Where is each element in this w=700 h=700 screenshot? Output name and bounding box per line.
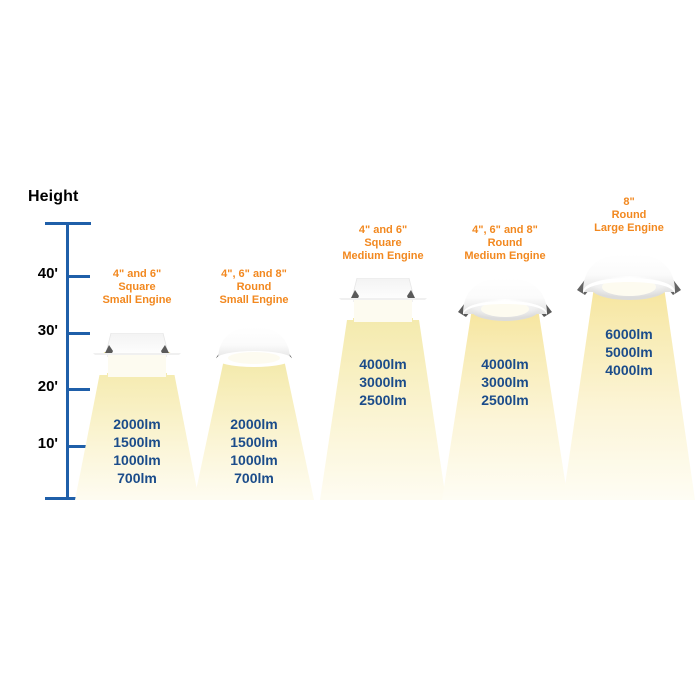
group-title-square-small-engine: 4" and 6" Square Small Engine — [102, 268, 172, 306]
axis-line — [66, 222, 69, 500]
group-title-round-small-engine: 4", 6" and 8" Round Small Engine — [219, 268, 289, 306]
beam-cone-round-small-engine — [194, 350, 314, 500]
axis-tick-20 — [66, 388, 90, 391]
lumen-list-square-medium-engine: 4000lm 3000lm 2500lm — [359, 356, 407, 408]
lumen-list-round-small-engine: 2000lm 1500lm 1000lm 700lm — [230, 416, 278, 486]
lumen-list-round-large-engine: 6000lm 5000lm 4000lm — [605, 326, 653, 378]
fixture-square-small-engine — [85, 333, 189, 379]
beam-cone-square-medium-engine — [320, 300, 446, 500]
fixture-round-medium-engine — [450, 276, 560, 324]
fixture-square-medium-engine — [331, 278, 435, 324]
fixture-round-small-engine — [204, 326, 304, 368]
axis-tick-label-40: 40' — [37, 265, 58, 282]
axis-title: Height — [28, 188, 79, 205]
fixture-round-large-engine — [571, 252, 687, 302]
axis-tick-label-30: 30' — [37, 322, 58, 339]
beam-cone-square-small-engine — [75, 352, 199, 500]
axis-tick-30 — [66, 332, 90, 335]
axis-tick-label-10: 10' — [37, 435, 58, 452]
axis-top-cap — [45, 222, 91, 225]
beam-cone-round-medium-engine — [442, 302, 568, 500]
group-title-square-medium-engine: 4" and 6" Square Medium Engine — [342, 224, 424, 262]
axis-bottom-cap — [45, 497, 91, 500]
group-title-round-medium-engine: 4", 6" and 8" Round Medium Engine — [464, 224, 546, 262]
axis-tick-label-20: 20' — [37, 378, 58, 395]
lumen-list-square-small-engine: 2000lm 1500lm 1000lm 700lm — [113, 416, 161, 486]
axis-tick-10 — [66, 445, 90, 448]
axis-tick-40 — [66, 275, 90, 278]
group-title-round-large-engine: 8" Round Large Engine — [594, 196, 664, 234]
beam-cone-round-large-engine — [563, 280, 695, 500]
lumen-list-round-medium-engine: 4000lm 3000lm 2500lm — [481, 356, 529, 408]
